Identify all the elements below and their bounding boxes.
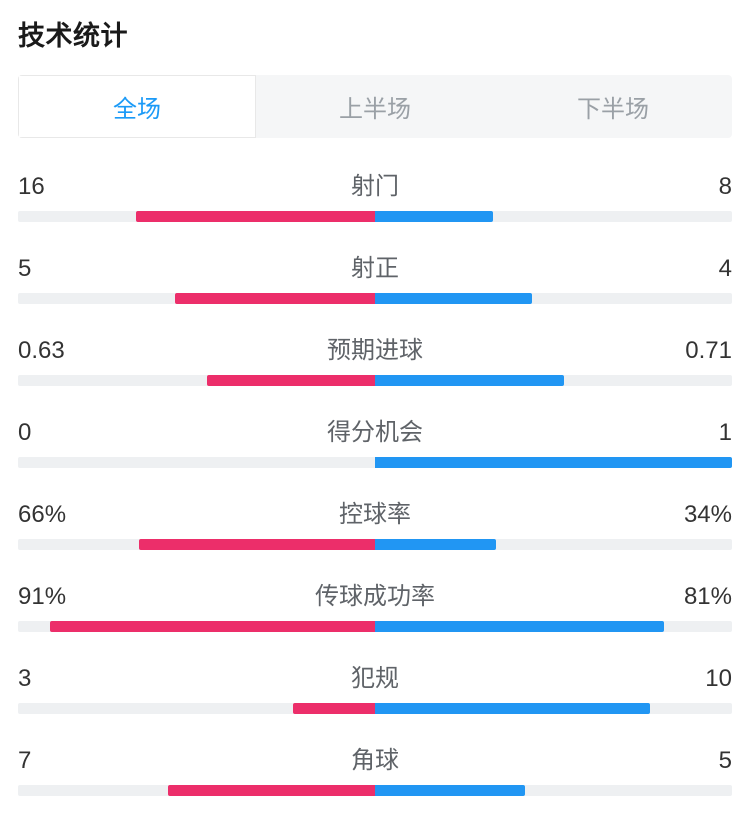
stat-bar-left-fill — [175, 293, 375, 304]
stat-left-value: 5 — [18, 255, 138, 283]
stat-bar — [18, 539, 732, 550]
stat-bar-right-fill — [375, 375, 564, 386]
stat-row: 7角球5 — [18, 740, 732, 796]
stat-right-value: 34% — [612, 501, 732, 529]
stat-header: 16射门8 — [18, 166, 732, 201]
stat-right-value: 1 — [612, 419, 732, 447]
stat-left-value: 91% — [18, 583, 138, 611]
stat-right-value: 4 — [612, 255, 732, 283]
stat-left-value: 7 — [18, 747, 138, 775]
stat-label: 得分机会 — [138, 412, 612, 447]
stat-bar-left-fill — [168, 785, 375, 796]
tab-2[interactable]: 下半场 — [494, 75, 732, 138]
stat-label: 控球率 — [138, 494, 612, 529]
stat-label: 传球成功率 — [138, 576, 612, 611]
stat-header: 91%传球成功率81% — [18, 576, 732, 611]
stat-bar-right-fill — [375, 785, 525, 796]
period-tabs: 全场上半场下半场 — [18, 75, 732, 138]
stat-row: 16射门8 — [18, 166, 732, 222]
stat-bar — [18, 703, 732, 714]
stat-bar-left-fill — [50, 621, 375, 632]
stat-label: 犯规 — [138, 658, 612, 693]
stat-bar-right-fill — [375, 457, 732, 468]
stat-label: 角球 — [138, 740, 612, 775]
stat-header: 0.63预期进球0.71 — [18, 330, 732, 365]
stat-row: 0.63预期进球0.71 — [18, 330, 732, 386]
tab-0[interactable]: 全场 — [18, 75, 256, 138]
stat-bar — [18, 457, 732, 468]
stat-bar-left-fill — [139, 539, 375, 550]
stat-header: 0得分机会1 — [18, 412, 732, 447]
stat-label: 射正 — [138, 248, 612, 283]
stat-bar-right-fill — [375, 621, 664, 632]
stat-row: 3犯规10 — [18, 658, 732, 714]
stat-row: 91%传球成功率81% — [18, 576, 732, 632]
stat-left-value: 0.63 — [18, 337, 138, 365]
stat-bar-right-fill — [375, 211, 493, 222]
stat-row: 66%控球率34% — [18, 494, 732, 550]
stat-bar — [18, 621, 732, 632]
stat-bar — [18, 211, 732, 222]
stat-header: 66%控球率34% — [18, 494, 732, 529]
stat-left-value: 66% — [18, 501, 138, 529]
stats-list: 16射门85射正40.63预期进球0.710得分机会166%控球率34%91%传… — [18, 166, 732, 796]
stat-right-value: 81% — [612, 583, 732, 611]
stat-bar-left-fill — [207, 375, 375, 386]
stat-header: 5射正4 — [18, 248, 732, 283]
stat-row: 5射正4 — [18, 248, 732, 304]
stat-right-value: 10 — [612, 665, 732, 693]
stat-left-value: 3 — [18, 665, 138, 693]
stat-label: 射门 — [138, 166, 612, 201]
stat-left-value: 16 — [18, 173, 138, 201]
stat-bar-left-fill — [293, 703, 375, 714]
stat-label: 预期进球 — [138, 330, 612, 365]
stat-bar-right-fill — [375, 293, 532, 304]
stat-bar-left-fill — [136, 211, 375, 222]
stat-header: 3犯规10 — [18, 658, 732, 693]
stat-bar-right-fill — [375, 539, 496, 550]
stat-right-value: 5 — [612, 747, 732, 775]
stat-header: 7角球5 — [18, 740, 732, 775]
stat-right-value: 0.71 — [612, 337, 732, 365]
page-title: 技术统计 — [18, 14, 732, 53]
tab-1[interactable]: 上半场 — [256, 75, 494, 138]
stat-row: 0得分机会1 — [18, 412, 732, 468]
stat-bar — [18, 375, 732, 386]
stat-bar — [18, 293, 732, 304]
stat-left-value: 0 — [18, 419, 138, 447]
stat-bar-right-fill — [375, 703, 650, 714]
stat-bar — [18, 785, 732, 796]
stat-right-value: 8 — [612, 173, 732, 201]
stats-panel: 技术统计 全场上半场下半场 16射门85射正40.63预期进球0.710得分机会… — [0, 0, 750, 836]
